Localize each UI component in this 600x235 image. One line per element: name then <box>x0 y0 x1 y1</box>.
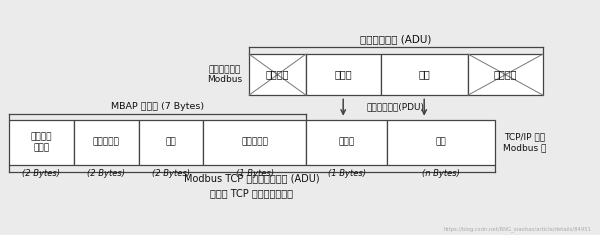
Bar <box>249 54 306 95</box>
Text: (n Bytes): (n Bytes) <box>422 169 460 178</box>
Text: MBAP 报文头 (7 Bytes): MBAP 报文头 (7 Bytes) <box>111 102 204 111</box>
Bar <box>306 120 387 164</box>
Text: 功能码: 功能码 <box>335 70 352 80</box>
Text: 附加地址: 附加地址 <box>266 70 289 80</box>
Text: 功能码: 功能码 <box>338 138 355 147</box>
Text: (1 Bytes): (1 Bytes) <box>328 169 365 178</box>
Text: 数据: 数据 <box>419 70 430 80</box>
Text: Modbus TCP 的应用数据单元 (ADU): Modbus TCP 的应用数据单元 (ADU) <box>184 173 320 184</box>
Bar <box>74 120 139 164</box>
Bar <box>468 54 543 95</box>
Text: TCP/IP 上的
Modbus 帧: TCP/IP 上的 Modbus 帧 <box>503 133 546 152</box>
Text: 协议标识符: 协议标识符 <box>93 138 119 147</box>
Bar <box>139 120 203 164</box>
Text: 差错校验: 差错校验 <box>494 70 517 80</box>
Text: (2 Bytes): (2 Bytes) <box>87 169 125 178</box>
Bar <box>9 120 74 164</box>
Bar <box>387 120 495 164</box>
Bar <box>381 54 468 95</box>
Bar <box>306 54 381 95</box>
Text: 单元标识符: 单元标识符 <box>241 138 268 147</box>
Text: 长度: 长度 <box>166 138 176 147</box>
Text: 事务处理
标识箱: 事务处理 标识箱 <box>31 133 52 152</box>
Text: 应用数据单元 (ADU): 应用数据单元 (ADU) <box>361 35 431 45</box>
Text: (1 Bytes): (1 Bytes) <box>236 169 274 178</box>
Text: (2 Bytes): (2 Bytes) <box>152 169 190 178</box>
Text: https://blog.csdn.net/RNG_xiaohao/article/details/84951: https://blog.csdn.net/RNG_xiaohao/articl… <box>443 227 591 232</box>
Bar <box>203 120 306 164</box>
Text: 协议数据单元(PDU): 协议数据单元(PDU) <box>367 102 425 111</box>
Text: 数据: 数据 <box>436 138 446 147</box>
Text: 串行链路上的
Modbus: 串行链路上的 Modbus <box>206 65 242 84</box>
Text: (2 Bytes): (2 Bytes) <box>22 169 61 178</box>
Text: （嵌入 TCP 帧的数据段中）: （嵌入 TCP 帧的数据段中） <box>211 188 293 199</box>
